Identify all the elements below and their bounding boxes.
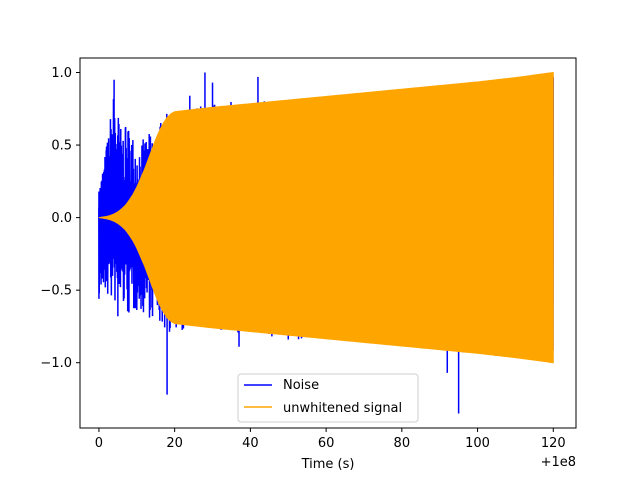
legend-label-unwhitened-signal: unwhitened signal bbox=[283, 401, 402, 416]
x-tick-label: 100 bbox=[465, 436, 490, 451]
plot-frame bbox=[79, 57, 577, 429]
y-tick-label: −1.0 bbox=[40, 356, 72, 371]
legend: Noise unwhitened signal bbox=[237, 373, 419, 423]
x-axis-label: Time (s) bbox=[301, 457, 355, 472]
x-tick-label: 40 bbox=[242, 436, 259, 451]
series-area-unwhitened-signal bbox=[98, 71, 554, 364]
x-tick-label: 120 bbox=[541, 436, 566, 451]
x-tick-label: 0 bbox=[95, 436, 103, 451]
x-tick-label: 60 bbox=[318, 436, 335, 451]
x-tick-label: 20 bbox=[166, 436, 183, 451]
y-tick-label: 0.5 bbox=[51, 139, 72, 154]
series-layer bbox=[98, 71, 555, 414]
x-offset-label: +1e8 bbox=[541, 455, 576, 470]
y-tick-label: 0.0 bbox=[51, 211, 72, 226]
y-axis: 1.0 0.5 0.0 −0.5 −1.0 bbox=[40, 66, 80, 371]
y-tick-label: 1.0 bbox=[51, 66, 72, 81]
x-tick-label: 80 bbox=[394, 436, 411, 451]
legend-box bbox=[237, 373, 419, 423]
y-tick-label: −0.5 bbox=[40, 284, 72, 299]
legend-label-noise: Noise bbox=[283, 378, 319, 393]
x-axis: 0 20 40 60 80 100 120 bbox=[95, 428, 566, 451]
